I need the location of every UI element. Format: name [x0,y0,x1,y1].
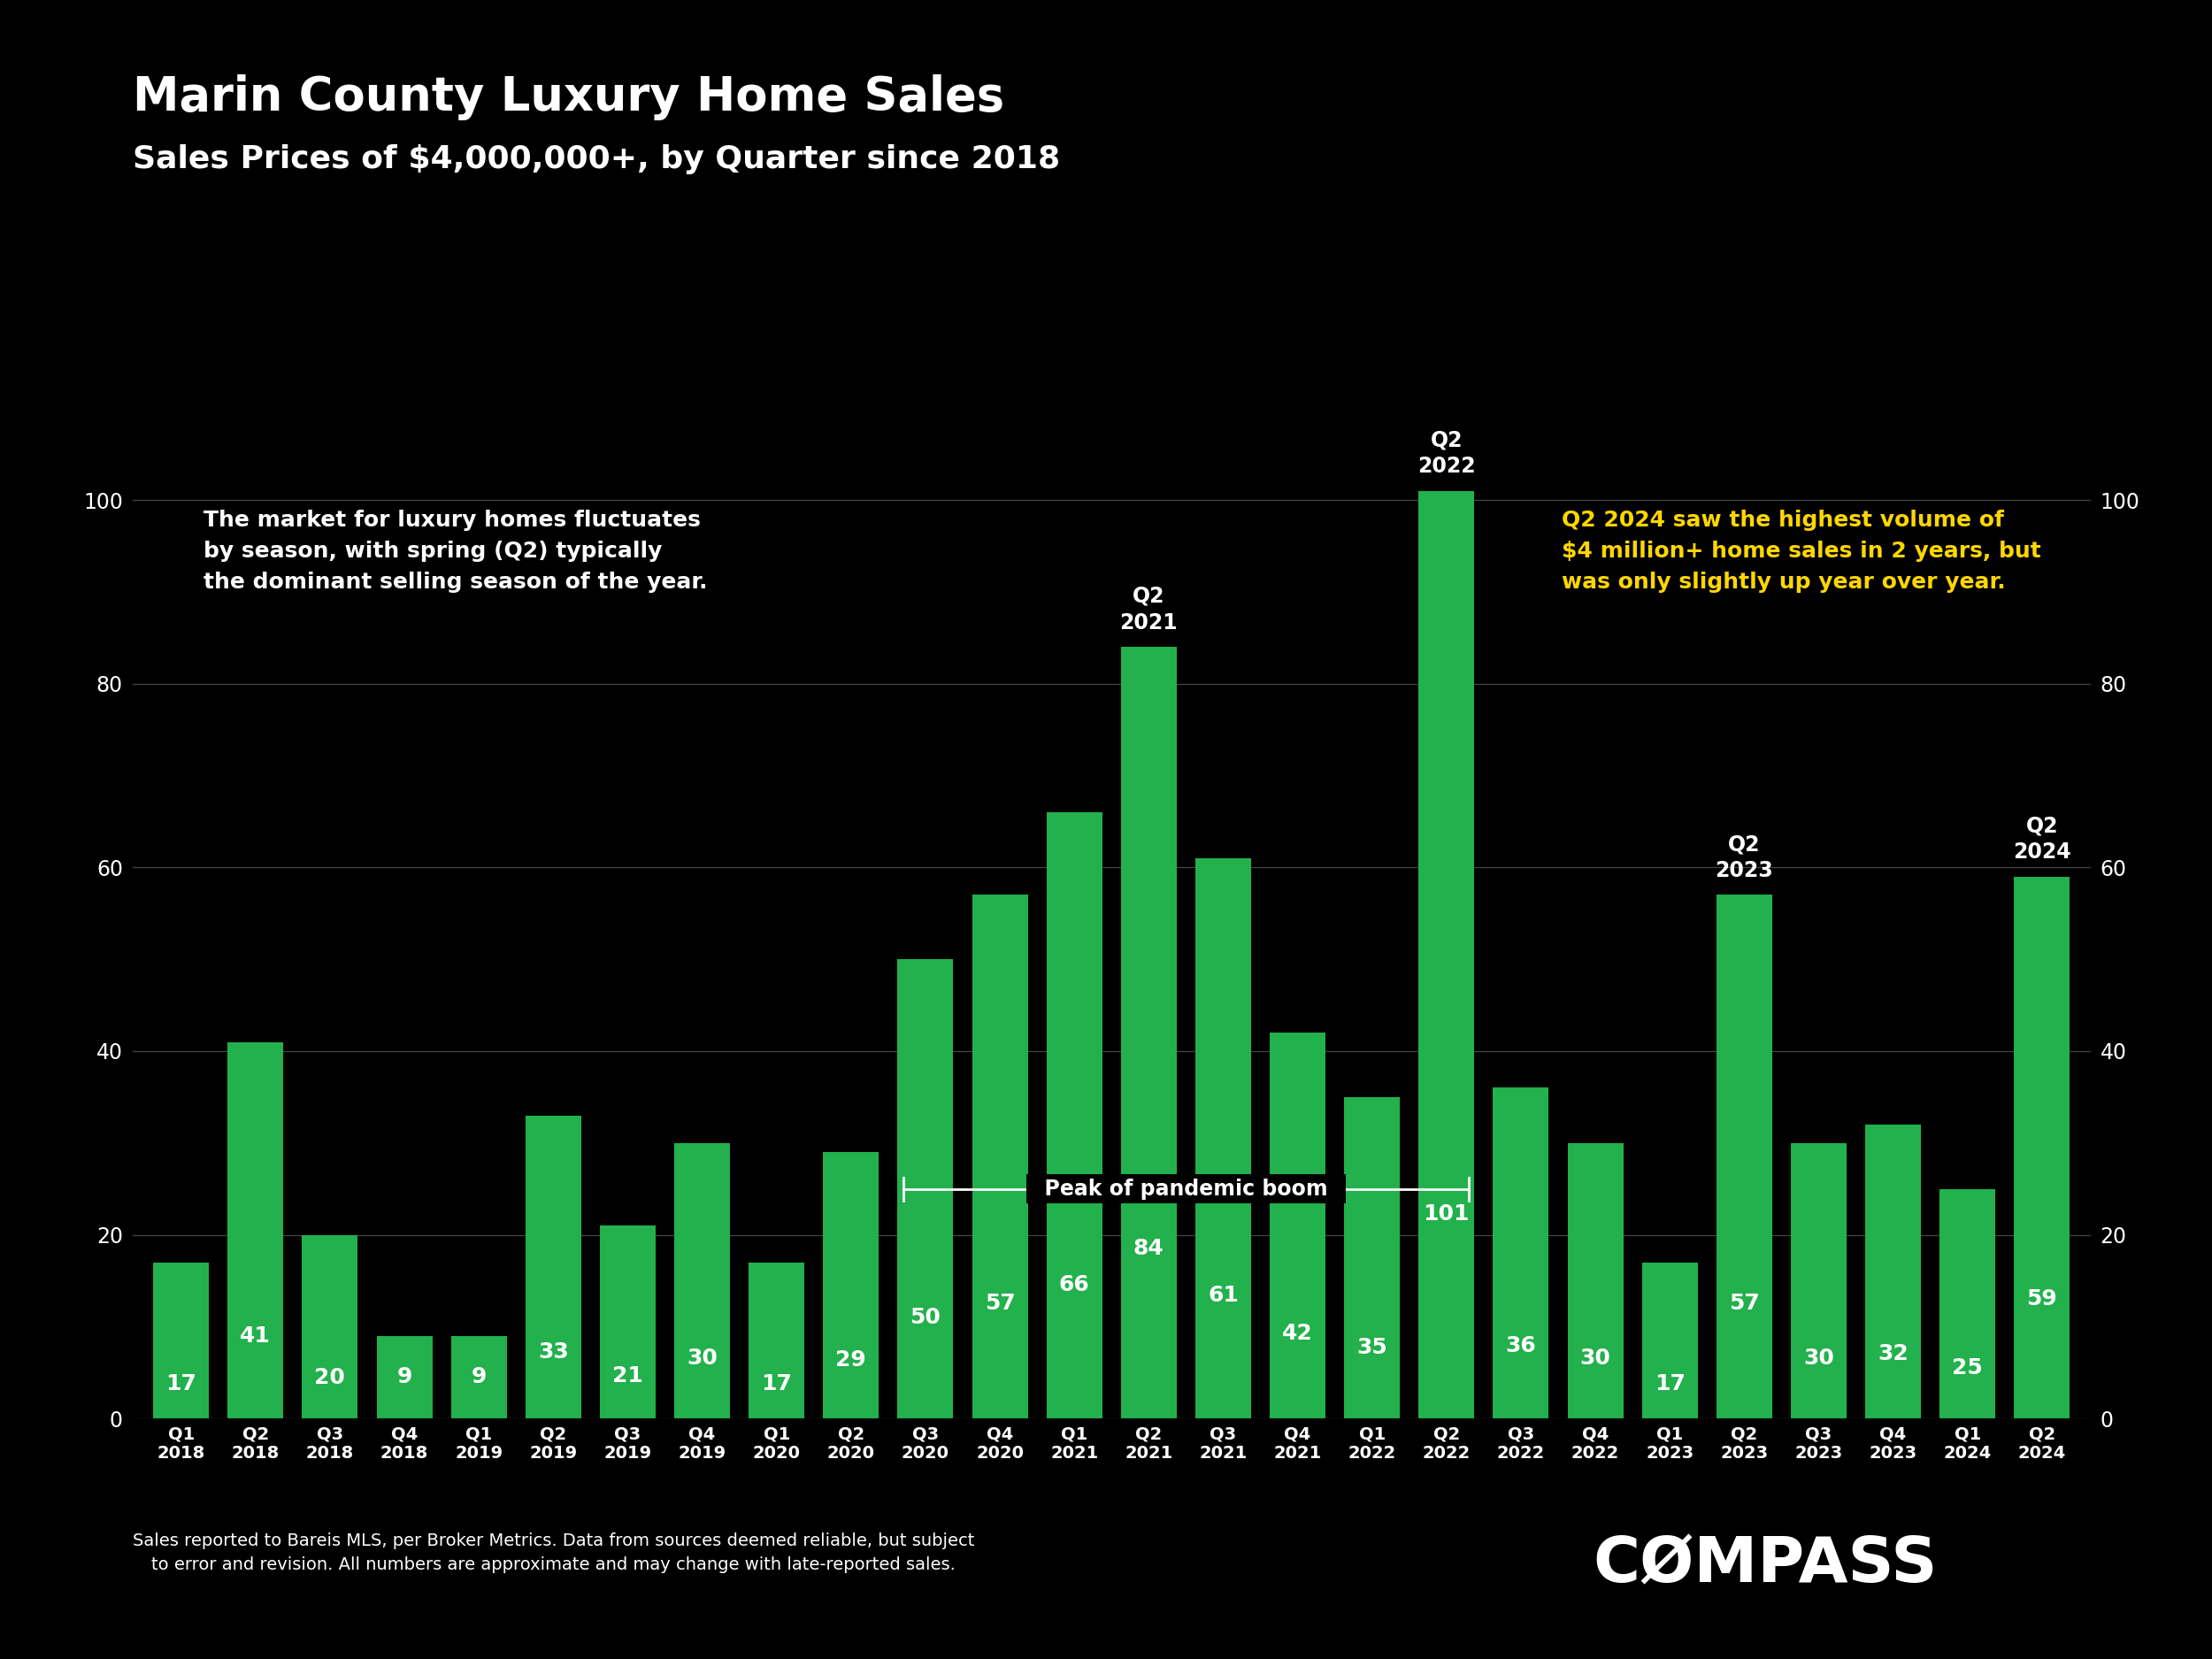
Bar [1568,1143,1624,1418]
Bar [1345,1097,1400,1418]
Text: 17: 17 [1655,1374,1686,1395]
Text: Q2
2024: Q2 2024 [2013,815,2070,863]
Text: The market for luxury homes fluctuates
by season, with spring (Q2) typically
the: The market for luxury homes fluctuates b… [204,509,708,594]
Text: 42: 42 [1283,1322,1314,1344]
Text: 66: 66 [1060,1274,1091,1296]
Bar [1121,647,1177,1418]
Bar [898,959,953,1418]
Bar [1194,858,1252,1418]
Text: 84: 84 [1133,1238,1164,1259]
Bar [599,1226,655,1418]
Text: 20: 20 [314,1367,345,1389]
Bar [1717,894,1772,1418]
Bar [1270,1032,1325,1418]
Text: Sales Prices of $4,000,000+, by Quarter since 2018: Sales Prices of $4,000,000+, by Quarter … [133,144,1060,174]
Text: 57: 57 [984,1292,1015,1314]
Bar [526,1115,582,1418]
Text: 17: 17 [166,1374,197,1395]
Text: 29: 29 [836,1349,867,1370]
Text: 30: 30 [1579,1347,1610,1369]
Text: Q2 2024 saw the highest volume of
$4 million+ home sales in 2 years, but
was onl: Q2 2024 saw the highest volume of $4 mil… [1562,509,2042,594]
Text: 59: 59 [2026,1289,2057,1311]
Text: 9: 9 [396,1367,411,1387]
Text: 36: 36 [1506,1335,1537,1357]
Bar [1418,491,1475,1418]
Text: 9: 9 [471,1367,487,1387]
Text: Sales reported to Bareis MLS, per Broker Metrics. Data from sources deemed relia: Sales reported to Bareis MLS, per Broker… [133,1533,975,1573]
Text: 21: 21 [613,1365,644,1387]
Text: 32: 32 [1878,1344,1909,1364]
Text: 50: 50 [909,1307,940,1329]
Bar [1865,1125,1920,1418]
Text: 30: 30 [1803,1347,1834,1369]
Bar [1046,813,1102,1418]
Text: 30: 30 [686,1347,717,1369]
Text: Q2
2021: Q2 2021 [1119,586,1177,634]
Bar [675,1143,730,1418]
Text: 35: 35 [1356,1337,1387,1359]
Text: Q2
2023: Q2 2023 [1714,834,1774,881]
Bar [1940,1190,1995,1418]
Bar [823,1151,878,1418]
Bar [376,1335,431,1418]
Bar [1792,1143,1847,1418]
Bar [228,1042,283,1418]
Text: 61: 61 [1208,1284,1239,1306]
Text: Marin County Luxury Home Sales: Marin County Luxury Home Sales [133,75,1004,121]
Text: 17: 17 [761,1374,792,1395]
Text: 33: 33 [538,1340,568,1362]
Bar [1641,1262,1697,1418]
Bar [451,1335,507,1418]
Text: 57: 57 [1730,1292,1759,1314]
Bar [748,1262,805,1418]
Text: 41: 41 [241,1326,270,1345]
Text: 101: 101 [1422,1204,1469,1224]
Text: Q2
2022: Q2 2022 [1418,430,1475,478]
Text: 25: 25 [1953,1357,1982,1379]
Text: CØMPASS: CØMPASS [1593,1535,1938,1596]
Bar [1493,1088,1548,1418]
Bar [153,1262,208,1418]
Bar [303,1234,358,1418]
Bar [971,894,1029,1418]
Bar [2015,876,2070,1418]
Text: Peak of pandemic boom: Peak of pandemic boom [1031,1178,1343,1199]
